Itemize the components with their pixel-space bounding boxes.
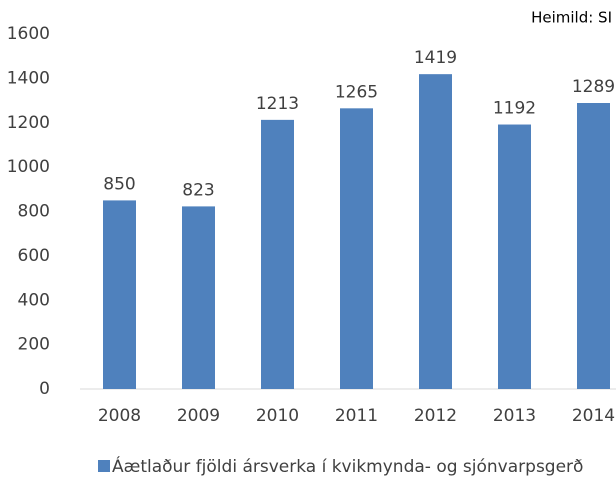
data-label: 823 <box>182 180 214 200</box>
x-tick-label: 2009 <box>177 406 220 426</box>
y-tick-label: 1000 <box>7 157 50 177</box>
bar <box>103 200 136 389</box>
x-tick-label: 2013 <box>493 406 536 426</box>
bar <box>577 103 610 390</box>
x-tick-label: 2014 <box>572 406 615 426</box>
data-label: 1289 <box>572 77 615 97</box>
bar <box>340 108 373 389</box>
y-tick-label: 800 <box>18 202 50 222</box>
bar <box>419 74 452 390</box>
source: Heimild: SI <box>531 9 612 27</box>
data-label: 1419 <box>414 48 457 68</box>
bar <box>261 119 294 389</box>
legend-swatch <box>98 460 110 472</box>
y-tick-label: 1400 <box>7 68 50 88</box>
y-tick-label: 0 <box>39 379 50 399</box>
y-tick-label: 1200 <box>7 113 50 133</box>
bar <box>182 206 215 389</box>
x-tick-label: 2008 <box>98 406 141 426</box>
data-label: 1213 <box>256 94 299 114</box>
bar <box>498 124 531 390</box>
y-tick-label: 1600 <box>7 24 50 44</box>
x-tick-label: 2012 <box>414 406 457 426</box>
legend-label: Áætlaður fjöldi ársverka í kvikmynda- og… <box>112 455 583 477</box>
x-tick-label: 2010 <box>256 406 299 426</box>
y-tick-label: 200 <box>18 335 50 355</box>
x-tick-label: 2011 <box>335 406 378 426</box>
data-label: 850 <box>103 174 135 194</box>
data-label: 1192 <box>493 99 536 119</box>
y-tick-label: 600 <box>18 246 50 266</box>
data-label: 1265 <box>335 82 378 102</box>
y-tick-label: 400 <box>18 290 50 310</box>
